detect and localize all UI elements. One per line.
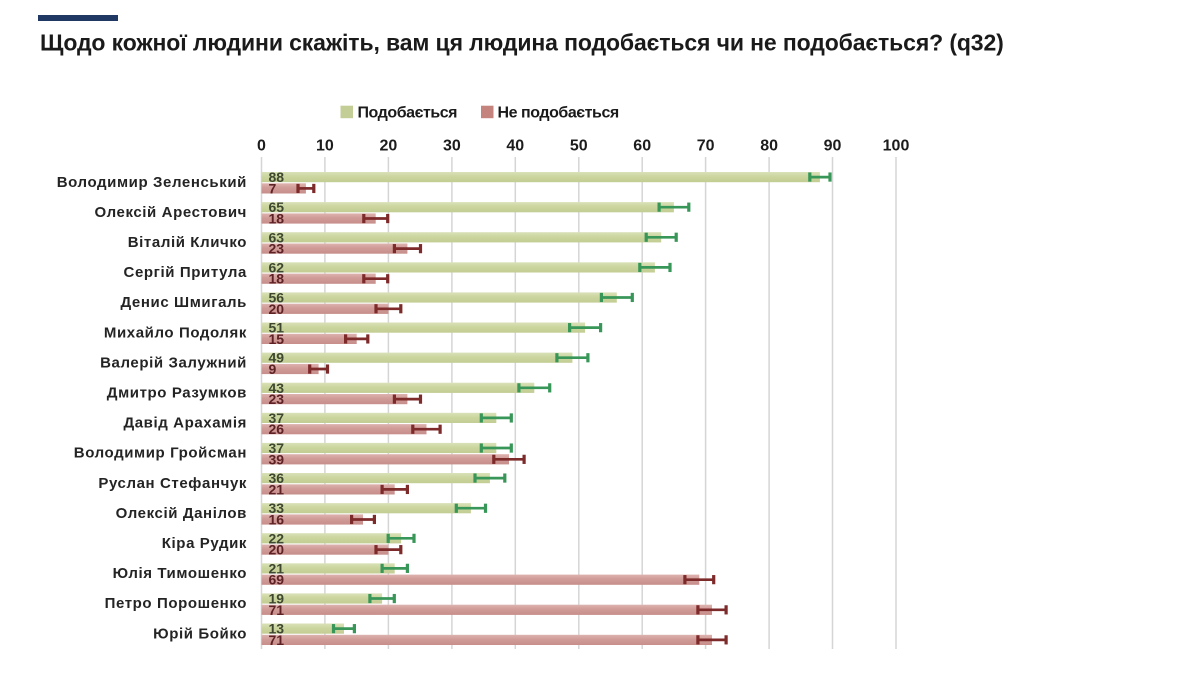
svg-text:10: 10 bbox=[316, 138, 334, 155]
svg-text:20: 20 bbox=[269, 301, 285, 317]
svg-text:90: 90 bbox=[824, 138, 842, 155]
svg-text:70: 70 bbox=[697, 138, 715, 155]
svg-text:Кіра Рудик: Кіра Рудик bbox=[162, 535, 247, 552]
svg-text:20: 20 bbox=[380, 138, 398, 155]
svg-text:Сергій Притула: Сергій Притула bbox=[124, 264, 247, 281]
svg-text:0: 0 bbox=[257, 138, 266, 155]
svg-text:63: 63 bbox=[269, 229, 285, 245]
svg-text:26: 26 bbox=[269, 421, 285, 437]
svg-text:21: 21 bbox=[269, 560, 285, 576]
svg-text:Олексій Арестович: Олексій Арестович bbox=[95, 204, 248, 221]
svg-text:22: 22 bbox=[269, 530, 285, 546]
svg-text:20: 20 bbox=[269, 542, 285, 558]
svg-text:36: 36 bbox=[269, 470, 285, 486]
svg-text:37: 37 bbox=[269, 440, 285, 456]
svg-text:40: 40 bbox=[506, 138, 524, 155]
svg-text:37: 37 bbox=[269, 410, 285, 426]
svg-text:Денис Шмигаль: Денис Шмигаль bbox=[120, 294, 247, 311]
svg-text:7: 7 bbox=[269, 180, 277, 196]
svg-text:Дмитро Разумков: Дмитро Разумков bbox=[107, 385, 247, 402]
svg-text:Не подобається: Не подобається bbox=[498, 105, 619, 122]
svg-text:23: 23 bbox=[269, 391, 285, 407]
svg-text:23: 23 bbox=[269, 241, 285, 257]
svg-text:18: 18 bbox=[269, 271, 285, 287]
svg-text:33: 33 bbox=[269, 500, 285, 516]
svg-text:21: 21 bbox=[269, 481, 285, 497]
svg-text:62: 62 bbox=[269, 259, 285, 275]
svg-text:Валерій Залужний: Валерій Залужний bbox=[100, 354, 247, 371]
svg-text:30: 30 bbox=[443, 138, 461, 155]
svg-text:18: 18 bbox=[269, 211, 285, 227]
svg-text:Юрій Бойко: Юрій Бойко bbox=[153, 625, 247, 642]
svg-text:39: 39 bbox=[269, 451, 285, 467]
svg-text:Володимир Зеленський: Володимир Зеленський bbox=[57, 174, 247, 191]
svg-text:16: 16 bbox=[269, 512, 285, 528]
svg-text:Петро Порошенко: Петро Порошенко bbox=[105, 595, 247, 612]
svg-text:71: 71 bbox=[269, 632, 285, 648]
svg-text:Віталій Кличко: Віталій Кличко bbox=[128, 234, 247, 251]
svg-text:Володимир Гройсман: Володимир Гройсман bbox=[74, 445, 247, 462]
svg-text:69: 69 bbox=[269, 572, 285, 588]
svg-text:43: 43 bbox=[269, 380, 285, 396]
svg-text:80: 80 bbox=[760, 138, 778, 155]
svg-text:Давід Арахамія: Давід Арахамія bbox=[123, 415, 247, 432]
svg-text:Руслан Стефанчук: Руслан Стефанчук bbox=[98, 475, 247, 492]
svg-text:88: 88 bbox=[269, 169, 285, 185]
svg-text:Подобається: Подобається bbox=[358, 105, 458, 122]
svg-text:9: 9 bbox=[269, 361, 277, 377]
svg-text:13: 13 bbox=[269, 621, 285, 637]
svg-text:100: 100 bbox=[883, 138, 910, 155]
svg-text:60: 60 bbox=[633, 138, 651, 155]
svg-text:49: 49 bbox=[269, 350, 285, 366]
svg-text:15: 15 bbox=[269, 331, 285, 347]
svg-text:Щодо кожної людини скажіть, ва: Щодо кожної людини скажіть, вам ця людин… bbox=[40, 30, 1004, 56]
svg-text:71: 71 bbox=[269, 602, 285, 618]
svg-text:19: 19 bbox=[269, 591, 285, 607]
svg-text:Олексій Данілов: Олексій Данілов bbox=[116, 505, 247, 522]
svg-text:Михайло Подоляк: Михайло Подоляк bbox=[104, 324, 247, 341]
svg-text:50: 50 bbox=[570, 138, 588, 155]
svg-text:65: 65 bbox=[269, 199, 285, 215]
svg-text:Юлія Тимошенко: Юлія Тимошенко bbox=[113, 565, 247, 582]
svg-text:51: 51 bbox=[269, 320, 285, 336]
svg-text:56: 56 bbox=[269, 290, 285, 306]
